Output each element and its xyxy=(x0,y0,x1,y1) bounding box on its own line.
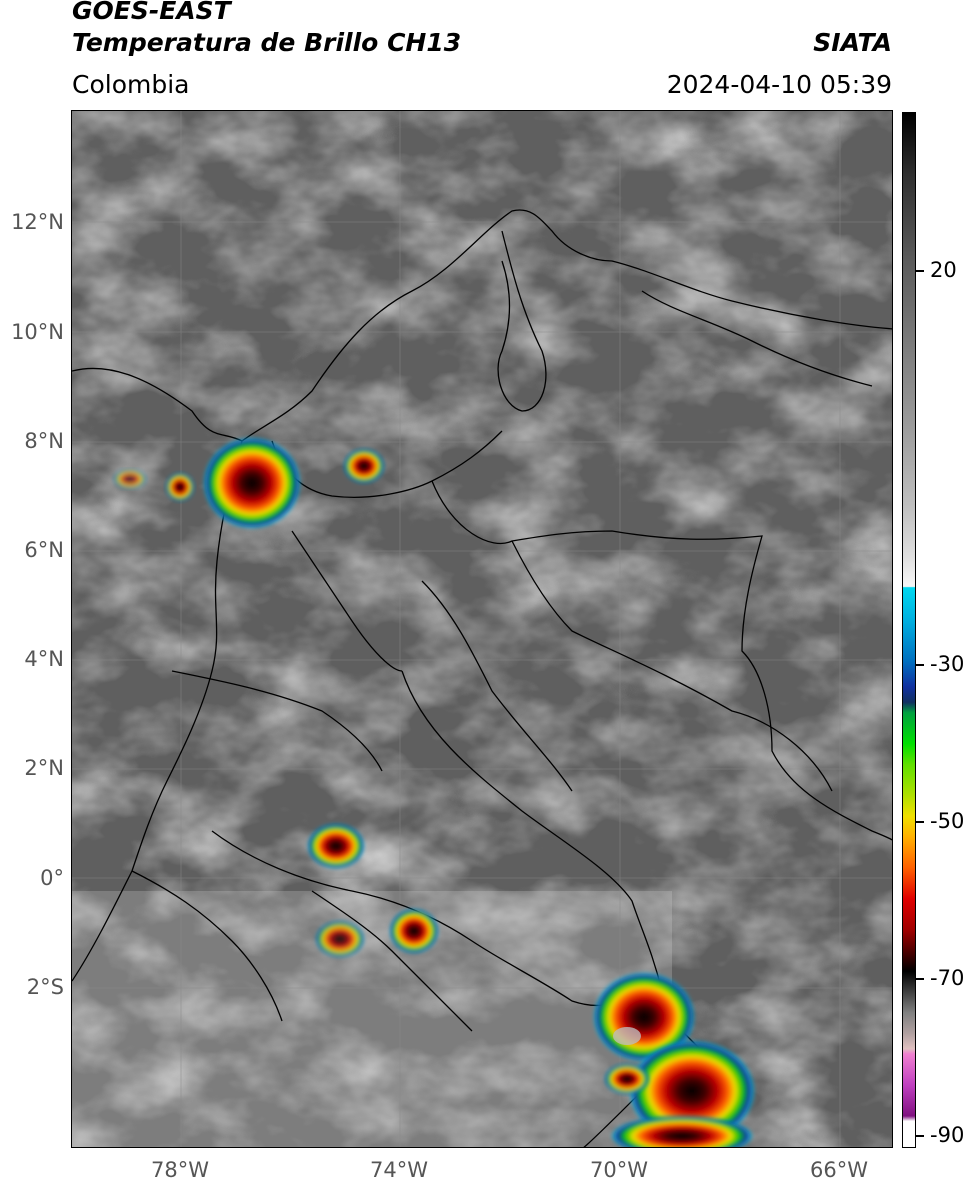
colorbar-tick xyxy=(916,978,924,980)
satellite-map[interactable] xyxy=(71,110,893,1148)
lat-label-8n: 8°N xyxy=(24,429,64,453)
lat-label-4n: 4°N xyxy=(24,647,64,671)
colorbar-tick xyxy=(916,821,924,823)
storm-caqueta xyxy=(308,824,364,868)
region-label: Colombia xyxy=(72,70,190,99)
storm-putumayo-west xyxy=(316,921,364,957)
colorbar-label-minus70: -70 xyxy=(930,966,965,990)
boundaries xyxy=(72,209,892,1147)
lon-label-66w: 66°W xyxy=(810,1158,868,1182)
storm-uraba xyxy=(204,438,300,528)
colorbar-tick xyxy=(916,270,924,272)
lat-label-6n: 6°N xyxy=(24,538,64,562)
colorbar-label-20: 20 xyxy=(930,258,957,282)
cloud-field xyxy=(72,111,892,1147)
lat-label-2s: 2°S xyxy=(26,975,64,999)
lon-label-70w: 70°W xyxy=(590,1158,648,1182)
lon-label-74w: 74°W xyxy=(370,1158,428,1182)
storm-putumayo-east xyxy=(390,909,438,953)
colorbar-tick xyxy=(916,664,924,666)
lat-label-2n: 2°N xyxy=(24,756,64,780)
colorbar xyxy=(902,112,916,1148)
colorbar-label-minus90: -90 xyxy=(930,1123,965,1147)
lat-label-0: 0° xyxy=(40,866,64,890)
convective-cells xyxy=(114,438,754,1147)
timestamp-label: 2024-04-10 05:39 xyxy=(666,70,892,99)
storm-amazonas-south xyxy=(630,1041,754,1141)
colorbar-label-minus30: -30 xyxy=(930,652,965,676)
colorbar-label-minus50: -50 xyxy=(930,809,965,833)
graticule xyxy=(72,111,892,1147)
product-title: Temperatura de Brillo CH13 xyxy=(72,28,462,57)
map-canvas xyxy=(72,111,892,1147)
lat-label-12n: 12°N xyxy=(11,210,64,234)
source-label: SIATA xyxy=(813,28,892,57)
storm-pacific xyxy=(166,473,194,501)
satellite-title: GOES-EAST xyxy=(72,0,231,25)
colorbar-tick xyxy=(916,1135,924,1137)
storm-magdalena xyxy=(344,449,384,483)
lon-label-78w: 78°W xyxy=(151,1158,209,1182)
lat-label-10n: 10°N xyxy=(11,320,64,344)
